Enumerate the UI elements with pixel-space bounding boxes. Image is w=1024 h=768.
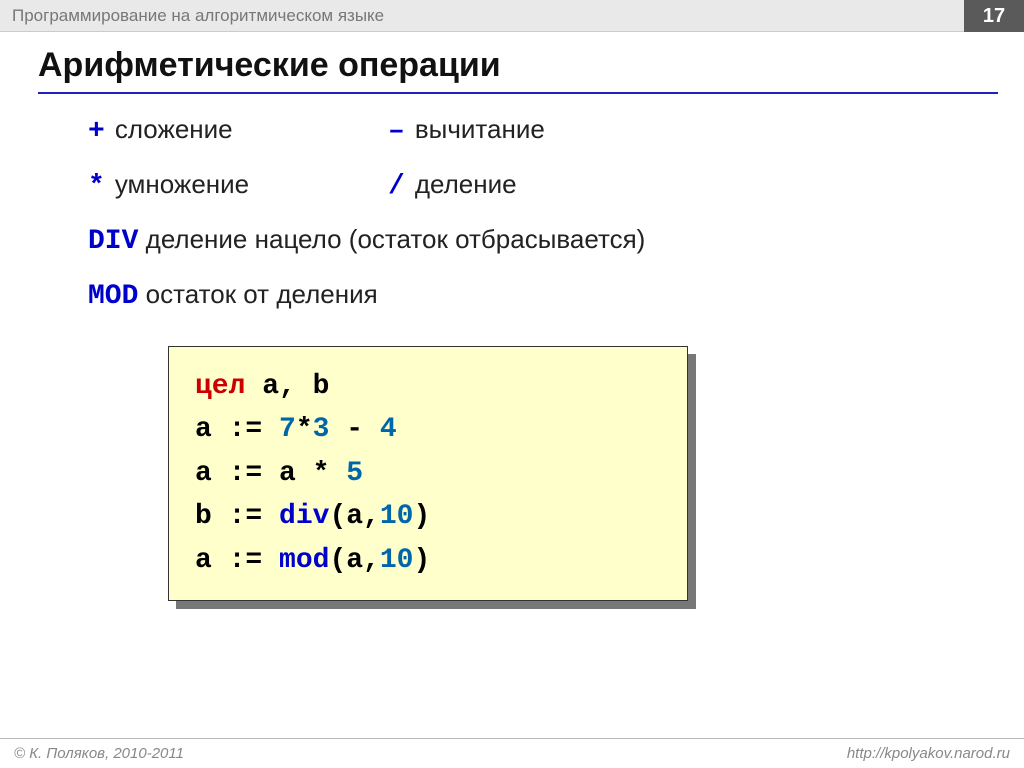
code-line-3: a := a * 5	[195, 452, 661, 495]
code-box: цел a, b a := 7*3 - 4 a := a * 5 b := di…	[168, 346, 688, 601]
title-rule	[38, 92, 998, 94]
op-desc: остаток от деления	[146, 279, 378, 309]
op-desc: сложение	[115, 110, 233, 149]
op-keyword: DIV	[88, 226, 138, 257]
op-row-1: + сложение – вычитание	[88, 110, 974, 153]
op-symbol: +	[88, 111, 105, 153]
footer: © К. Поляков, 2010-2011 http://kpolyakov…	[0, 738, 1024, 768]
op-minus: – вычитание	[388, 110, 545, 153]
copyright: © К. Поляков, 2010-2011	[14, 745, 184, 762]
header-bar: Программирование на алгоритмическом язык…	[0, 0, 1024, 32]
op-mul: * умножение	[88, 165, 388, 208]
page-number: 17	[964, 0, 1024, 32]
code-line-4: b := div(a,10)	[195, 495, 661, 538]
op-desc: вычитание	[415, 110, 545, 149]
content-area: + сложение – вычитание * умножение / дел…	[88, 110, 974, 601]
course-title: Программирование на алгоритмическом язык…	[12, 6, 384, 26]
op-desc: умножение	[115, 165, 249, 204]
code-line-5: a := mod(a,10)	[195, 539, 661, 582]
slide-title: Арифметические операции	[38, 46, 501, 85]
op-div: DIV деление нацело (остаток отбрасываетс…	[88, 220, 974, 263]
op-desc: деление	[415, 165, 517, 204]
op-desc: деление нацело (остаток отбрасывается)	[146, 224, 646, 254]
code-example: цел a, b a := 7*3 - 4 a := a * 5 b := di…	[168, 346, 688, 601]
op-keyword: MOD	[88, 281, 138, 312]
op-mod: MOD остаток от деления	[88, 275, 974, 318]
slide: Программирование на алгоритмическом язык…	[0, 0, 1024, 768]
op-symbol: –	[388, 111, 405, 153]
op-symbol: /	[388, 166, 405, 208]
op-row-2: * умножение / деление	[88, 165, 974, 208]
footer-url: http://kpolyakov.narod.ru	[847, 745, 1010, 762]
op-plus: + сложение	[88, 110, 388, 153]
code-line-1: цел a, b	[195, 365, 661, 408]
code-line-2: a := 7*3 - 4	[195, 408, 661, 451]
op-symbol: *	[88, 166, 105, 208]
op-div-slash: / деление	[388, 165, 517, 208]
